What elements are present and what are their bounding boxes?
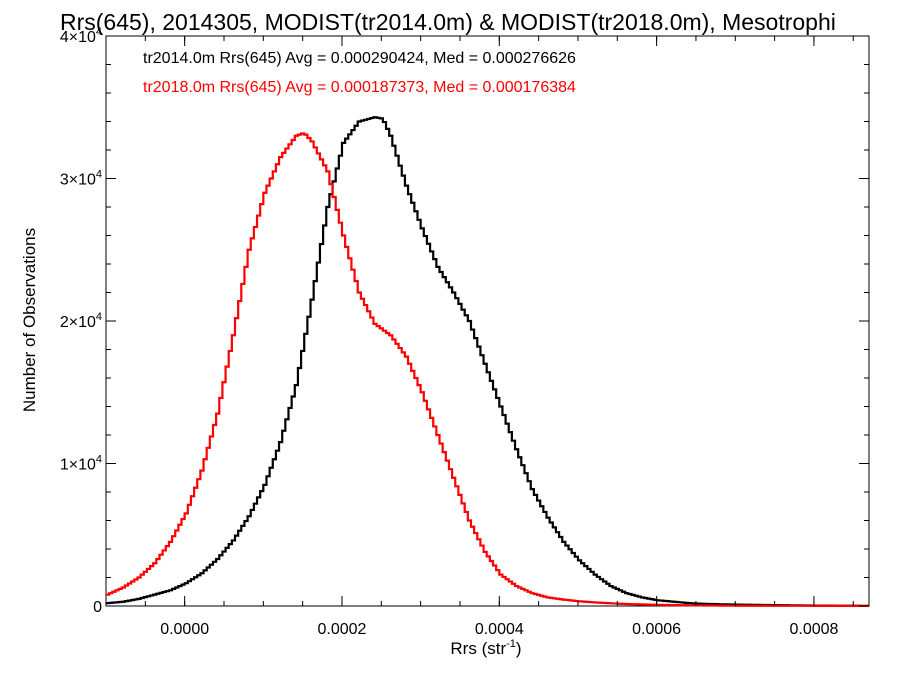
x-axis-label: Rrs (str-1) xyxy=(450,638,521,658)
x-tick-label-0: 0.0000 xyxy=(160,621,209,638)
series-layer xyxy=(106,116,869,608)
y-tick-label-0: 0 xyxy=(93,599,102,616)
x-tick-label-2: 0.0004 xyxy=(475,621,524,638)
annotation-tr2014: tr2014.0m Rrs(645) Avg = 0.000290424, Me… xyxy=(143,50,576,67)
chart-title: Rrs(645), 2014305, MODIST(tr2014.0m) & M… xyxy=(60,9,836,35)
series-line-0 xyxy=(106,116,869,607)
annotation-tr2018: tr2018.0m Rrs(645) Avg = 0.000187373, Me… xyxy=(143,79,576,96)
x-tick-label-4: 0.0008 xyxy=(789,621,838,638)
series-line-1 xyxy=(106,132,869,608)
x-tick-label-1: 0.0002 xyxy=(318,621,367,638)
x-axis-label-end: ) xyxy=(516,639,522,658)
y-tick-label-1: 1×104 xyxy=(60,454,102,474)
ticks-layer: 0.0000 0.0002 0.0004 0.0006 0.0008 0 1×104 2×10… xyxy=(60,26,869,638)
y-tick-label-2: 2×104 xyxy=(60,311,102,331)
x-tick-label-3: 0.0006 xyxy=(632,621,681,638)
x-axis-label-main: Rrs (str xyxy=(450,639,506,658)
x-axis-label-sup: -1 xyxy=(506,638,516,650)
y-tick-label-3: 3×104 xyxy=(60,169,102,189)
y-tick-label-4: 4×104 xyxy=(60,26,102,46)
plot-frame xyxy=(105,35,870,607)
y-axis-label: Number of Observations xyxy=(20,228,39,412)
